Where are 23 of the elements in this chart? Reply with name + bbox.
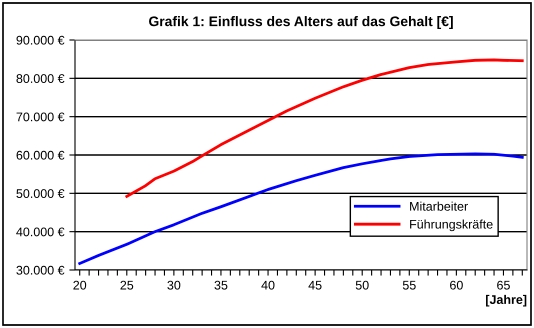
x-tick-label: 20 [73,280,86,290]
line-series [125,58,524,198]
y-tick-label: 50.000 € [16,189,64,198]
y-tick-label: 80.000 € [16,74,64,83]
x-axis-title: [Jahre] [486,294,526,306]
x-tick-label: 50 [356,280,369,290]
x-tick-label: 55 [402,280,416,290]
x-tick-label: 30 [167,280,180,290]
y-tick-label: 90.000 € [16,36,64,45]
legend-label: Führungskräfte [410,220,493,232]
y-tick-label: 40.000 € [16,227,64,236]
x-tick-label: 45 [308,280,322,290]
chart-title: Grafik 1: Einfluss des Alters auf das Gehalt [€] [149,16,453,29]
line-series [78,152,524,265]
y-tick-label: 70.000 € [16,112,64,122]
legend-label: Mitarbeiter [410,202,468,211]
x-tick-label: 65 [497,280,510,290]
x-tick-label: 40 [261,280,275,290]
y-tick-label: 30.000 € [16,266,64,275]
y-tick-label: 60.000 € [16,150,64,160]
x-tick-label: 60 [450,280,463,290]
x-tick-label: 35 [214,280,228,290]
x-tick-label: 25 [120,280,134,290]
